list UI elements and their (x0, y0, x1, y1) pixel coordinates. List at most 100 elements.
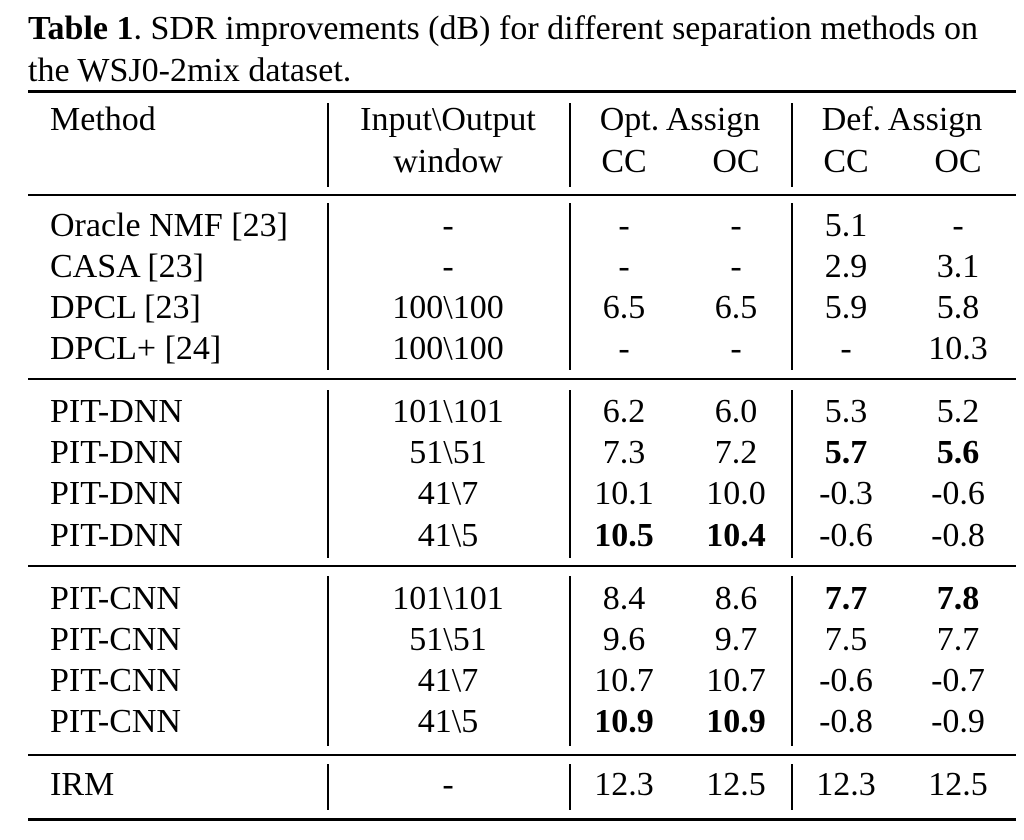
cell-def-cc: 5.9 (824, 289, 868, 326)
cell-def-oc: -0.8 (931, 517, 985, 554)
cell-opt-oc: 9.7 (714, 621, 758, 658)
cell-window: 100\100 (392, 330, 504, 367)
cell-opt-cc: 8.4 (602, 580, 646, 617)
cell-opt-oc: 8.6 (714, 580, 758, 617)
header-window-line2: window (393, 143, 503, 180)
cell-window: 41\7 (417, 662, 479, 699)
group2-rule (28, 565, 1016, 567)
cell-method: PIT-DNN (50, 393, 183, 430)
cell-window: 51\51 (409, 621, 487, 658)
column-separator (791, 764, 793, 810)
caption-label: Table 1 (28, 10, 134, 47)
cell-method: IRM (50, 766, 115, 803)
column-separator (327, 390, 329, 558)
cell-def-oc: -0.6 (931, 475, 985, 512)
group1-rule (28, 378, 1016, 380)
cell-window: 41\5 (417, 703, 479, 740)
cell-window: 41\5 (417, 517, 479, 554)
cell-opt-oc: 10.9 (706, 703, 766, 740)
cell-opt-oc: - (730, 330, 742, 367)
column-separator (569, 203, 571, 370)
column-separator (327, 576, 329, 746)
cell-opt-cc: 9.6 (602, 621, 646, 658)
column-separator (327, 203, 329, 370)
cell-def-oc: 10.3 (928, 330, 988, 367)
cell-method: CASA [23] (50, 248, 204, 285)
cell-def-cc: -0.6 (819, 517, 873, 554)
column-separator (791, 576, 793, 746)
cell-opt-oc: - (730, 248, 742, 285)
cell-def-cc: -0.8 (819, 703, 873, 740)
column-separator (791, 390, 793, 558)
cell-def-cc: 5.1 (824, 207, 868, 244)
cell-opt-oc: 12.5 (706, 766, 766, 803)
cell-window: - (442, 766, 454, 803)
cell-opt-cc: 10.5 (594, 517, 654, 554)
cell-method: PIT-DNN (50, 434, 183, 471)
cell-def-oc: 5.6 (936, 434, 980, 471)
header-window-line1: Input\Output (360, 101, 536, 138)
column-separator (791, 203, 793, 370)
header-rule (28, 194, 1016, 196)
cell-def-cc: 12.3 (816, 766, 876, 803)
header-separator (327, 103, 329, 187)
cell-opt-oc: - (730, 207, 742, 244)
header-def-assign: Def. Assign (821, 101, 983, 138)
cell-window: 100\100 (392, 289, 504, 326)
cell-opt-cc: - (618, 248, 630, 285)
column-separator (569, 576, 571, 746)
cell-window: 101\101 (392, 393, 504, 430)
header-opt-assign: Opt. Assign (599, 101, 761, 138)
top-rule (28, 90, 1016, 93)
column-separator (569, 764, 571, 810)
header-opt-cc: CC (601, 143, 647, 180)
cell-def-oc: 3.1 (936, 248, 980, 285)
caption-text: . SDR improvements (dB) for different se… (28, 10, 979, 89)
cell-opt-cc: 10.7 (594, 662, 654, 699)
cell-def-oc: -0.9 (931, 703, 985, 740)
cell-window: 41\7 (417, 475, 479, 512)
column-separator (327, 764, 329, 810)
cell-def-cc: 2.9 (824, 248, 868, 285)
cell-def-oc: 7.8 (936, 580, 980, 617)
cell-method: Oracle NMF [23] (50, 207, 288, 244)
cell-opt-cc: 10.1 (594, 475, 654, 512)
cell-opt-oc: 7.2 (714, 434, 758, 471)
cell-window: 101\101 (392, 580, 504, 617)
cell-method: DPCL+ [24] (50, 330, 222, 367)
cell-opt-oc: 6.0 (714, 393, 758, 430)
cell-method: PIT-CNN (50, 621, 181, 658)
cell-def-cc: 5.7 (824, 434, 868, 471)
cell-window: - (442, 207, 454, 244)
header-def-cc: CC (823, 143, 869, 180)
cell-opt-cc: 6.5 (602, 289, 646, 326)
cell-def-cc: 5.3 (824, 393, 868, 430)
cell-def-oc: 7.7 (936, 621, 980, 658)
group3-rule (28, 754, 1016, 756)
header-separator (569, 103, 571, 187)
cell-method: PIT-CNN (50, 703, 181, 740)
cell-opt-cc: 6.2 (602, 393, 646, 430)
cell-opt-oc: 10.4 (706, 517, 766, 554)
cell-method: PIT-CNN (50, 580, 181, 617)
header-opt-oc: OC (712, 143, 760, 180)
table-caption: Table 1. SDR improvements (dB) for diffe… (28, 8, 1018, 92)
cell-def-oc: -0.7 (931, 662, 985, 699)
cell-def-oc: 12.5 (928, 766, 988, 803)
cell-def-cc: 7.7 (824, 580, 868, 617)
cell-def-oc: 5.2 (936, 393, 980, 430)
cell-def-cc: -0.6 (819, 662, 873, 699)
column-separator (569, 390, 571, 558)
cell-def-cc: -0.3 (819, 475, 873, 512)
header-separator (791, 103, 793, 187)
cell-method: DPCL [23] (50, 289, 201, 326)
cell-opt-oc: 10.7 (706, 662, 766, 699)
cell-def-cc: - (840, 330, 852, 367)
header-method: Method (50, 101, 156, 138)
cell-window: 51\51 (409, 434, 487, 471)
header-def-oc: OC (934, 143, 982, 180)
cell-def-cc: 7.5 (824, 621, 868, 658)
cell-opt-cc: 10.9 (594, 703, 654, 740)
cell-method: PIT-CNN (50, 662, 181, 699)
cell-method: PIT-DNN (50, 517, 183, 554)
